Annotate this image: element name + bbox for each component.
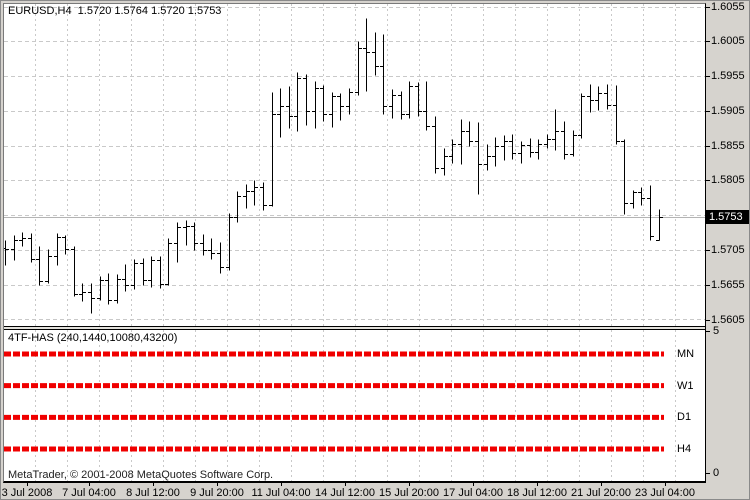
- price-axis-tick: [706, 41, 710, 42]
- price-axis-label: 1.5805: [711, 174, 745, 186]
- indicator-pane-canvas[interactable]: [4, 330, 705, 481]
- price-axis-label: 1.6055: [711, 1, 745, 13]
- price-axis-tick: [706, 320, 710, 321]
- pane-separator[interactable]: [4, 326, 705, 330]
- time-axis-tick: [409, 483, 410, 486]
- price-axis-label: 1.5905: [711, 105, 745, 117]
- indicator-scale-min-tick: [706, 473, 710, 474]
- price-axis-label: 1.5655: [711, 279, 745, 291]
- time-axis-label: 18 Jul 12:00: [507, 487, 567, 499]
- indicator-line-label-d1: D1: [677, 411, 692, 423]
- time-axis-label: 23 Jul 04:00: [635, 487, 695, 499]
- time-axis-tick: [473, 483, 474, 486]
- time-axis-label: 7 Jul 04:00: [62, 487, 116, 499]
- indicator-line-label-mn: MN: [677, 348, 695, 360]
- time-axis-label: 14 Jul 12:00: [315, 487, 375, 499]
- indicator-scale-max-label: 5: [713, 325, 720, 337]
- price-axis-tick: [706, 76, 710, 77]
- chart-frame: [3, 3, 706, 483]
- current-price-marker: 1.5753: [706, 210, 749, 224]
- indicator-line-label-w1: W1: [677, 380, 694, 392]
- time-axis-tick: [537, 483, 538, 486]
- time-axis-tick: [217, 483, 218, 486]
- time-axis-label: 17 Jul 04:00: [443, 487, 503, 499]
- indicator-scale-min-label: 0: [713, 467, 720, 479]
- time-axis-label: 8 Jul 12:00: [126, 487, 180, 499]
- price-axis-tick: [706, 250, 710, 251]
- price-axis-tick: [706, 7, 710, 8]
- time-axis-label: 15 Jul 20:00: [379, 487, 439, 499]
- price-axis-label: 1.5605: [711, 314, 745, 326]
- price-axis-tick: [706, 146, 710, 147]
- price-axis-tick: [706, 180, 710, 181]
- price-axis-label: 1.5855: [711, 140, 745, 152]
- price-axis-tick: [706, 111, 710, 112]
- indicator-line-label-h4: H4: [677, 443, 692, 455]
- time-axis-tick: [281, 483, 282, 486]
- time-axis-label: 3 Jul 2008: [1, 487, 53, 499]
- time-axis-tick: [665, 483, 666, 486]
- time-axis-tick: [153, 483, 154, 486]
- time-axis-tick: [601, 483, 602, 486]
- indicator-scale-max-tick: [706, 331, 710, 332]
- time-axis-tick: [27, 483, 28, 486]
- time-axis-label: 11 Jul 04:00: [251, 487, 311, 499]
- price-axis-label: 1.6005: [711, 35, 745, 47]
- copyright-text: MetaTrader, © 2001-2008 MetaQuotes Softw…: [8, 469, 274, 481]
- chart-title: EURUSD,H4 1.5720 1.5764 1.5720 1.5753: [8, 5, 222, 17]
- time-axis-tick: [89, 483, 90, 486]
- price-axis-label: 1.5705: [711, 244, 745, 256]
- price-axis-tick: [706, 285, 710, 286]
- price-axis-label: 1.5955: [711, 70, 745, 82]
- time-axis-label: 9 Jul 20:00: [190, 487, 244, 499]
- time-axis-label: 21 Jul 20:00: [571, 487, 631, 499]
- price-chart-canvas[interactable]: [4, 4, 705, 326]
- time-axis-tick: [345, 483, 346, 486]
- indicator-name-label: 4TF-HAS (240,1440,10080,43200): [8, 332, 178, 344]
